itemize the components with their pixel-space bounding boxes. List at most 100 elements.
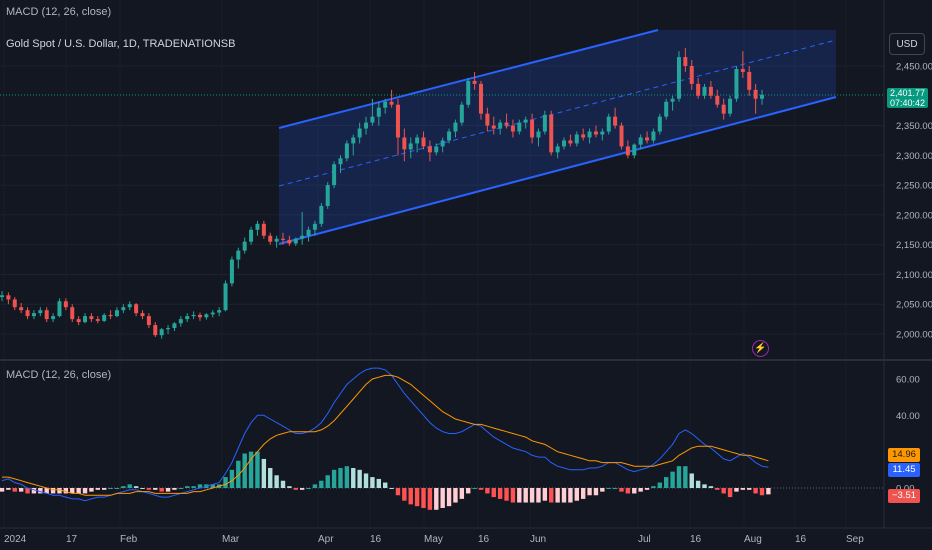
candle-body[interactable] [261, 223, 266, 236]
candle-body[interactable] [728, 98, 733, 114]
candle-body[interactable] [102, 314, 107, 321]
candle-body[interactable] [249, 229, 254, 242]
candle-body[interactable] [568, 140, 573, 144]
candle-body[interactable] [376, 107, 381, 117]
candle-body[interactable] [427, 146, 432, 153]
candle-body[interactable] [466, 80, 471, 105]
candle-body[interactable] [364, 122, 369, 129]
candle-body[interactable] [344, 143, 349, 159]
candle-body[interactable] [236, 250, 241, 260]
candle-body[interactable] [651, 131, 656, 141]
candle-body[interactable] [753, 89, 758, 99]
candle-body[interactable] [293, 238, 298, 244]
candle-body[interactable] [491, 125, 496, 129]
candle-body[interactable] [702, 86, 707, 96]
candle-body[interactable] [6, 295, 11, 300]
candle-body[interactable] [19, 307, 24, 311]
candle-body[interactable] [625, 146, 630, 156]
candle-body[interactable] [395, 104, 400, 138]
candle-body[interactable] [357, 128, 362, 138]
candle-body[interactable] [574, 134, 579, 144]
candle-body[interactable] [760, 94, 764, 99]
candle-body[interactable] [229, 259, 234, 284]
candle-body[interactable] [172, 323, 177, 329]
candle-body[interactable] [89, 316, 94, 320]
candle-body[interactable] [440, 140, 445, 147]
candle-body[interactable] [562, 140, 567, 147]
candle-body[interactable] [95, 319, 100, 321]
candle-body[interactable] [306, 229, 311, 236]
candle-body[interactable] [593, 131, 598, 135]
candle-body[interactable] [453, 122, 458, 132]
candle-body[interactable] [606, 116, 611, 132]
time-axis[interactable]: 2024 17 Feb Mar Apr 16 May 16 Jun Jul 16 Aug 16 Sep [4, 534, 864, 545]
candle-body[interactable] [31, 313, 36, 317]
candle-body[interactable] [274, 238, 279, 242]
channel-lower-line[interactable] [278, 96, 837, 245]
candle-body[interactable] [223, 283, 228, 311]
candle-body[interactable] [300, 235, 305, 239]
candle-body[interactable] [178, 319, 183, 324]
candle-body[interactable] [114, 310, 119, 317]
candle-body[interactable] [70, 307, 75, 320]
candle-body[interactable] [549, 114, 554, 153]
candle-body[interactable] [721, 104, 726, 114]
candle-body[interactable] [472, 80, 477, 84]
candle-body[interactable] [740, 68, 745, 72]
candle-body[interactable] [319, 205, 324, 224]
candle-body[interactable] [478, 83, 483, 114]
candle-body[interactable] [281, 238, 286, 240]
candle-body[interactable] [44, 310, 49, 320]
candle-body[interactable] [517, 122, 522, 132]
candle-body[interactable] [402, 137, 407, 150]
candle-body[interactable] [0, 295, 4, 298]
candle-body[interactable] [708, 86, 713, 96]
candle-body[interactable] [683, 57, 688, 66]
candle-body[interactable] [581, 134, 586, 138]
candle-body[interactable] [287, 239, 292, 244]
candle-body[interactable] [332, 164, 337, 186]
candle-body[interactable] [689, 66, 694, 84]
candle-body[interactable] [415, 137, 420, 144]
candle-body[interactable] [447, 131, 452, 141]
candle-body[interactable] [664, 101, 669, 117]
candle-body[interactable] [498, 122, 503, 129]
candle-body[interactable] [140, 313, 145, 317]
candle-body[interactable] [619, 125, 624, 147]
candle-body[interactable] [747, 71, 752, 90]
candle-body[interactable] [408, 143, 413, 150]
candle-body[interactable] [600, 131, 605, 135]
candle-body[interactable] [217, 310, 222, 313]
candle-body[interactable] [351, 137, 356, 144]
candle-body[interactable] [536, 131, 541, 138]
candle-body[interactable] [638, 137, 643, 145]
candle-body[interactable] [523, 119, 528, 123]
candle-body[interactable] [434, 146, 439, 153]
lightning-icon[interactable]: ⚡ [752, 340, 769, 357]
candle-body[interactable] [542, 114, 547, 132]
candle-body[interactable] [555, 146, 560, 153]
candle-body[interactable] [51, 316, 56, 320]
candle-body[interactable] [657, 116, 662, 132]
price-axis[interactable]: 2,450.00 2,350.00 2,300.00 2,250.00 2,200.00… [896, 62, 932, 341]
candle-body[interactable] [242, 241, 247, 251]
candle-body[interactable] [530, 119, 535, 138]
candle-body[interactable] [670, 98, 675, 102]
candle-body[interactable] [12, 299, 17, 308]
candle-body[interactable] [338, 158, 343, 165]
candle-body[interactable] [108, 314, 113, 317]
candle-body[interactable] [166, 328, 171, 330]
candle-body[interactable] [370, 116, 375, 123]
candle-body[interactable] [312, 223, 317, 230]
candle-body[interactable] [632, 144, 637, 156]
candle-body[interactable] [645, 137, 650, 141]
candle-body[interactable] [510, 125, 515, 132]
candle-body[interactable] [210, 312, 215, 315]
candle-body[interactable] [83, 316, 88, 323]
candle-body[interactable] [191, 314, 196, 317]
candle-body[interactable] [25, 310, 30, 317]
candle-body[interactable] [389, 101, 394, 105]
candle-body[interactable] [159, 329, 164, 336]
candle-body[interactable] [421, 137, 426, 147]
